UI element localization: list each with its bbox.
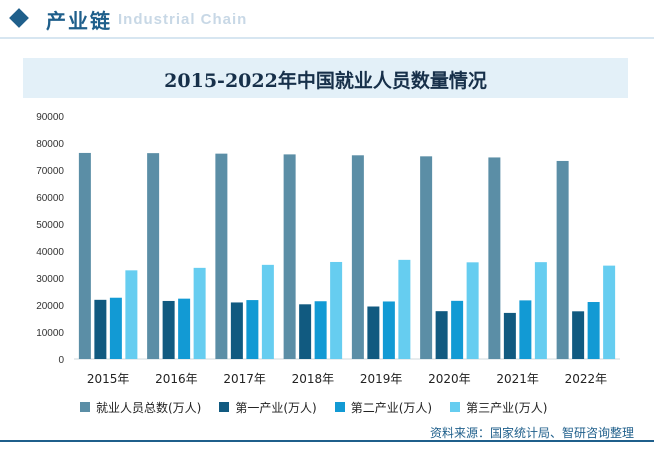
- source-note: 资料来源：国家统计局、智研咨询整理: [429, 426, 634, 440]
- y-tick-label: 50000: [36, 220, 64, 231]
- bar: [125, 270, 138, 359]
- section-header: 产业链 Industrial Chain: [0, 0, 654, 40]
- legend-swatch: [334, 402, 345, 412]
- x-tick-label: 2019年: [360, 372, 403, 386]
- bar: [603, 265, 616, 359]
- y-tick-label: 30000: [36, 274, 64, 285]
- bar: [466, 262, 479, 359]
- legend: 就业人员总数(万人) 第一产业(万人) 第二产业(万人) 第三产业(万人): [80, 397, 548, 417]
- y-tick-label: 60000: [36, 193, 64, 204]
- x-tick-label: 2021年: [496, 372, 539, 386]
- bar: [488, 157, 501, 359]
- x-axis: 2015年 2016年 2017年 2018年 2019年 2020年 2021年 2022年: [87, 372, 607, 386]
- bar: [435, 311, 448, 359]
- bar: [351, 155, 364, 359]
- bars: [78, 152, 616, 359]
- y-tick-label: 80000: [36, 139, 64, 150]
- x-tick-label: 2020年: [428, 372, 471, 386]
- x-tick-label: 2018年: [292, 372, 335, 386]
- bar: [556, 160, 569, 359]
- bar: [314, 301, 327, 359]
- legend-item: 第一产业(万人): [219, 397, 317, 417]
- bar: [519, 300, 532, 359]
- bar: [382, 301, 395, 359]
- bar: [162, 300, 175, 359]
- legend-item: 就业人员总数(万人): [80, 397, 201, 417]
- header-divider: [0, 37, 654, 39]
- y-tick-label: 20000: [36, 301, 64, 312]
- section-title: 产业链: [46, 9, 112, 33]
- legend-item: 第二产业(万人): [334, 397, 433, 417]
- legend-label: 第一产业(万人): [235, 400, 317, 415]
- bar: [78, 152, 91, 359]
- y-axis: 0 10000 20000 30000 40000 50000 60000 70000 8000…: [36, 112, 620, 366]
- bar: [193, 267, 206, 359]
- bar: [503, 312, 516, 359]
- bar: [398, 259, 411, 359]
- legend-swatch: [80, 402, 90, 412]
- bar: [299, 304, 312, 359]
- bar: [147, 153, 160, 359]
- legend-swatch: [450, 402, 461, 412]
- bar: [109, 297, 122, 359]
- bar: [261, 264, 274, 359]
- x-tick-label: 2022年: [565, 372, 608, 386]
- bar: [330, 261, 343, 359]
- bar: [246, 300, 259, 359]
- bar: [587, 302, 600, 359]
- legend-swatch: [219, 402, 230, 412]
- legend-item: 第三产业(万人): [450, 397, 548, 417]
- bar: [94, 299, 107, 359]
- y-tick-label: 90000: [36, 112, 64, 123]
- x-tick-label: 2017年: [223, 372, 266, 386]
- y-tick-label: 0: [58, 355, 64, 366]
- bar: [534, 262, 547, 359]
- y-tick-label: 70000: [36, 166, 64, 177]
- legend-label: 第二产业(万人): [350, 400, 433, 415]
- bar: [215, 153, 228, 359]
- footer-divider: [0, 440, 654, 442]
- bar: [420, 156, 433, 359]
- bar: [451, 300, 464, 359]
- y-tick-label: 10000: [36, 328, 64, 339]
- x-tick-label: 2015年: [87, 372, 130, 386]
- legend-label: 第三产业(万人): [466, 400, 548, 415]
- bar: [572, 311, 585, 359]
- bar: [230, 302, 243, 359]
- section-subtitle: Industrial Chain: [118, 11, 248, 28]
- y-tick-label: 40000: [36, 247, 64, 258]
- bar: [283, 154, 296, 359]
- legend-label: 就业人员总数(万人): [96, 400, 202, 415]
- bar: [178, 298, 191, 359]
- chart-title-banner: 2015-2022年中国就业人员数量情况: [23, 58, 628, 98]
- x-tick-label: 2016年: [155, 372, 198, 386]
- bar: [367, 306, 380, 359]
- chart-title: 2015-2022年中国就业人员数量情况: [164, 70, 487, 92]
